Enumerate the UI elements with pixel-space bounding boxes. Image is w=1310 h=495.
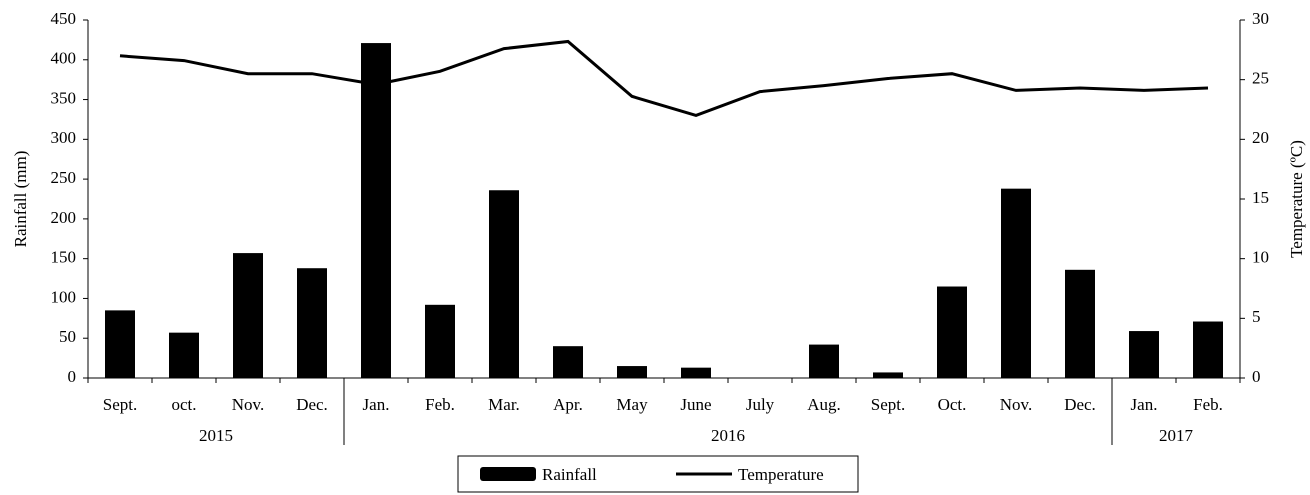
legend-label: Rainfall (542, 465, 597, 484)
y-tick-label: 50 (59, 327, 76, 346)
bar (425, 304, 455, 378)
y2-tick-label: 15 (1252, 188, 1269, 207)
bar (553, 346, 583, 378)
bar (681, 367, 711, 378)
x-tick-label: Oct. (938, 395, 967, 414)
x-tick-label: Dec. (296, 395, 328, 414)
legend-swatch (480, 467, 536, 481)
y-tick-label: 300 (51, 128, 77, 147)
x-tick-label: oct. (171, 395, 196, 414)
bar (105, 310, 135, 378)
x-tick-label: Nov. (1000, 395, 1032, 414)
y-tick-label: 100 (51, 287, 77, 306)
bar (297, 268, 327, 378)
bar (233, 253, 263, 378)
x-tick-label: Sept. (871, 395, 905, 414)
x-tick-label: Nov. (232, 395, 264, 414)
y2-tick-label: 30 (1252, 9, 1269, 28)
y-axis-label: Rainfall (mm) (11, 151, 30, 248)
x-tick-label: June (680, 395, 711, 414)
bar (1065, 269, 1095, 378)
bar (1129, 331, 1159, 378)
y-tick-label: 150 (51, 248, 77, 267)
x-tick-label: Sept. (103, 395, 137, 414)
y2-tick-label: 0 (1252, 367, 1261, 386)
line (119, 39, 1209, 118)
bar (489, 190, 519, 378)
legend-box (457, 455, 859, 493)
y2-tick-label: 25 (1252, 69, 1269, 88)
y-tick-label: 0 (68, 367, 77, 386)
x-tick-label: Aug. (807, 395, 841, 414)
bar (1193, 321, 1223, 378)
group-label: 2016 (711, 426, 745, 445)
bar (937, 286, 967, 378)
x-tick-label: Jan. (363, 395, 390, 414)
x-tick-label: July (746, 395, 775, 414)
x-tick-label: May (616, 395, 648, 414)
x-tick-label: Dec. (1064, 395, 1096, 414)
y-tick-label: 350 (51, 88, 77, 107)
x-tick-label: Apr. (553, 395, 583, 414)
y2-tick-label: 5 (1252, 307, 1261, 326)
bar (1001, 188, 1031, 378)
x-tick-label: Feb. (1193, 395, 1223, 414)
bar (169, 332, 199, 378)
y2-tick-label: 10 (1252, 248, 1269, 267)
y-tick-label: 400 (51, 49, 77, 68)
bar (873, 372, 903, 378)
y-tick-label: 200 (51, 208, 77, 227)
bar (809, 344, 839, 378)
bar (617, 366, 647, 378)
bar (361, 43, 391, 379)
x-tick-label: Feb. (425, 395, 455, 414)
legend-label: Temperature (738, 465, 824, 484)
x-tick-label: Mar. (488, 395, 520, 414)
y-tick-label: 250 (51, 168, 77, 187)
y-tick-label: 450 (51, 9, 77, 28)
group-label: 2017 (1159, 426, 1194, 445)
group-label: 2015 (199, 426, 233, 445)
y2-axis-label: Temperature (ºC) (1287, 140, 1306, 258)
y2-tick-label: 20 (1252, 128, 1269, 147)
x-tick-label: Jan. (1131, 395, 1158, 414)
